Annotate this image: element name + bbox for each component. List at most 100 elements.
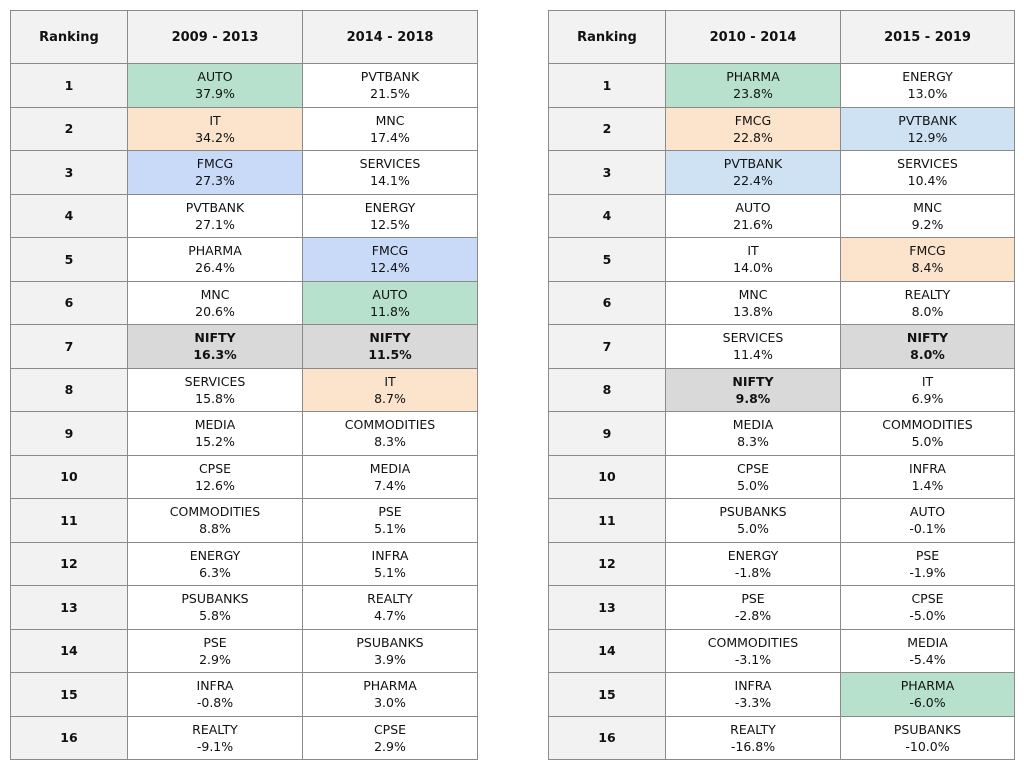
sector-cell: COMMODITIES 8.3% <box>302 411 478 456</box>
sector-name: AUTO <box>735 199 771 215</box>
sector-cell: MNC 9.2% <box>840 193 1015 238</box>
sector-return: -5.4% <box>909 651 946 667</box>
table-body: 1 PHARMA 23.8% ENERGY 13.0% 2 FMCG 22.8% PVTBANK… <box>548 63 1015 760</box>
sector-return: 8.8% <box>199 521 231 537</box>
sector-cell: PSUBANKS 3.9% <box>302 628 478 673</box>
sector-name: NIFTY <box>732 373 774 389</box>
sector-return: 6.3% <box>199 564 231 580</box>
table-row: 16 REALTY -16.8% PSUBANKS -10.0% <box>548 715 1015 760</box>
sector-return: -10.0% <box>905 738 950 754</box>
sector-return: 5.0% <box>911 434 944 450</box>
sector-return: 16.3% <box>193 347 237 363</box>
sector-return: 21.6% <box>733 216 773 232</box>
sector-return: 20.6% <box>195 303 235 319</box>
sector-cell: IT 14.0% <box>665 237 841 282</box>
rank-cell: 5 <box>10 237 128 282</box>
sector-return: 9.2% <box>911 216 944 232</box>
sector-cell: CPSE -5.0% <box>840 585 1015 630</box>
sector-return: 4.7% <box>374 608 406 624</box>
table-row: 9 MEDIA 15.2% COMMODITIES 8.3% <box>10 411 478 456</box>
sector-cell: AUTO 21.6% <box>665 193 841 238</box>
sector-return: 13.0% <box>907 86 948 102</box>
sector-name: PSE <box>741 591 765 607</box>
sector-name: INFRA <box>734 678 772 694</box>
header-row: Ranking 2009 - 2013 2014 - 2018 <box>10 10 478 64</box>
sector-cell: FMCG 12.4% <box>302 237 478 282</box>
sector-name: COMMODITIES <box>882 417 973 433</box>
rank-cell: 9 <box>548 411 666 456</box>
sector-cell: MNC 17.4% <box>302 106 478 151</box>
sector-name: ENERGY <box>189 547 241 563</box>
sector-cell: AUTO -0.1% <box>840 498 1015 543</box>
sector-return: 8.3% <box>374 434 406 450</box>
ranking-table-left: Ranking 2009 - 2013 2014 - 2018 1 AUTO 37.… <box>10 10 478 760</box>
sector-name: PHARMA <box>188 243 242 259</box>
sector-cell: INFRA -3.3% <box>665 672 841 717</box>
rank-cell: 7 <box>10 324 128 369</box>
rank-cell: 15 <box>10 672 128 717</box>
sector-return: 34.2% <box>195 129 235 145</box>
sector-cell: ENERGY 12.5% <box>302 193 478 238</box>
sector-cell: PSE 2.9% <box>127 628 303 673</box>
sector-cell: AUTO 11.8% <box>302 280 478 325</box>
sector-name: PSE <box>915 547 940 563</box>
sector-cell: REALTY 4.7% <box>302 585 478 630</box>
rank-cell: 15 <box>548 672 666 717</box>
table-row: 10 CPSE 5.0% INFRA 1.4% <box>548 454 1015 499</box>
sector-name: PSE <box>203 634 227 650</box>
sector-return: 3.9% <box>374 651 406 667</box>
sector-return: 12.4% <box>370 260 410 276</box>
sector-cell: NIFTY 16.3% <box>127 324 303 369</box>
sector-cell: SERVICES 10.4% <box>840 150 1015 195</box>
rank-cell: 9 <box>10 411 128 456</box>
sector-return: 5.0% <box>737 521 769 537</box>
header-row: Ranking 2010 - 2014 2015 - 2019 <box>548 10 1015 64</box>
sector-return: 2.9% <box>374 738 406 754</box>
sector-cell: PSE -2.8% <box>665 585 841 630</box>
rank-cell: 3 <box>548 150 666 195</box>
sector-cell: PSE -1.9% <box>840 541 1015 586</box>
sector-name: PSUBANKS <box>719 504 787 520</box>
rank-cell: 10 <box>548 454 666 499</box>
sector-name: CPSE <box>198 460 232 476</box>
rank-cell: 14 <box>548 628 666 673</box>
sector-name: FMCG <box>196 156 234 172</box>
sector-name: PVTBANK <box>360 69 420 85</box>
sector-name: PSUBANKS <box>356 634 424 650</box>
sector-cell: MNC 13.8% <box>665 280 841 325</box>
header-period-2: 2014 - 2018 <box>302 10 478 64</box>
sector-cell: PHARMA 23.8% <box>665 63 841 108</box>
sector-return: 10.4% <box>907 173 948 189</box>
sector-cell: COMMODITIES -3.1% <box>665 628 841 673</box>
rank-cell: 13 <box>10 585 128 630</box>
rank-cell: 16 <box>548 715 666 760</box>
sector-name: ENERGY <box>902 69 953 85</box>
sector-cell: PHARMA -6.0% <box>840 672 1015 717</box>
sector-name: MNC <box>200 286 230 302</box>
sector-cell: MEDIA 8.3% <box>665 411 841 456</box>
table-row: 16 REALTY -9.1% CPSE 2.9% <box>10 715 478 760</box>
sector-name: SERVICES <box>722 330 784 346</box>
table-row: 12 ENERGY -1.8% PSE -1.9% <box>548 541 1015 586</box>
table-row: 12 ENERGY 6.3% INFRA 5.1% <box>10 541 478 586</box>
sector-cell: FMCG 22.8% <box>665 106 841 151</box>
table-row: 3 PVTBANK 22.4% SERVICES 10.4% <box>548 150 1015 195</box>
sector-cell: COMMODITIES 5.0% <box>840 411 1015 456</box>
sector-cell: COMMODITIES 8.8% <box>127 498 303 543</box>
table-row: 10 CPSE 12.6% MEDIA 7.4% <box>10 454 478 499</box>
sector-name: IT <box>209 112 221 128</box>
sector-return: 26.4% <box>195 260 235 276</box>
sector-cell: NIFTY 11.5% <box>302 324 478 369</box>
sector-cell: PSUBANKS -10.0% <box>840 715 1015 760</box>
sector-return: 27.1% <box>195 216 235 232</box>
table-row: 1 AUTO 37.9% PVTBANK 21.5% <box>10 63 478 108</box>
sector-return: 8.4% <box>911 260 944 276</box>
sector-cell: SERVICES 14.1% <box>302 150 478 195</box>
sector-return: 12.6% <box>195 477 235 493</box>
sector-name: MEDIA <box>369 460 411 476</box>
sector-return: 8.3% <box>737 434 769 450</box>
sector-return: 11.4% <box>733 347 773 363</box>
sector-name: REALTY <box>367 591 413 607</box>
sector-name: CPSE <box>911 591 944 607</box>
sector-cell: ENERGY 6.3% <box>127 541 303 586</box>
